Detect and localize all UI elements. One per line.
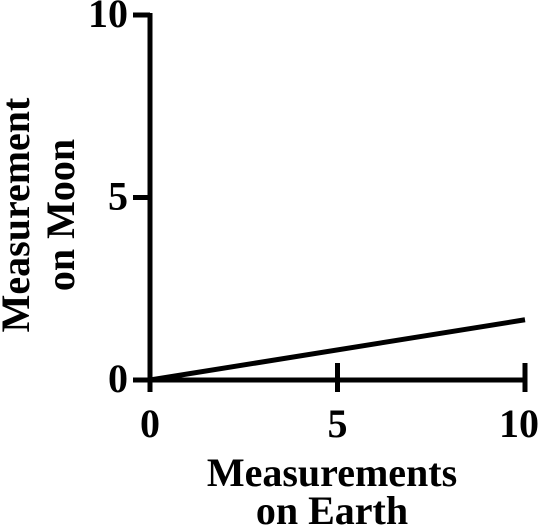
y-axis-label-group: Measurement on Moon bbox=[0, 97, 83, 332]
data-line bbox=[149, 317, 526, 383]
y-tick-label: 0 bbox=[108, 356, 128, 401]
x-tick-label: 10 bbox=[499, 401, 539, 446]
x-tick-label: 5 bbox=[328, 401, 348, 446]
y-axis-label: on Moon bbox=[38, 139, 83, 291]
x-axis-label: Measurements bbox=[207, 450, 457, 495]
x-axis-label: on Earth bbox=[256, 488, 408, 531]
y-tick-label: 10 bbox=[88, 0, 128, 36]
x-tick-label: 0 bbox=[140, 401, 160, 446]
y-axis-label: Measurement bbox=[0, 97, 38, 332]
y-tick-label: 5 bbox=[108, 174, 128, 219]
